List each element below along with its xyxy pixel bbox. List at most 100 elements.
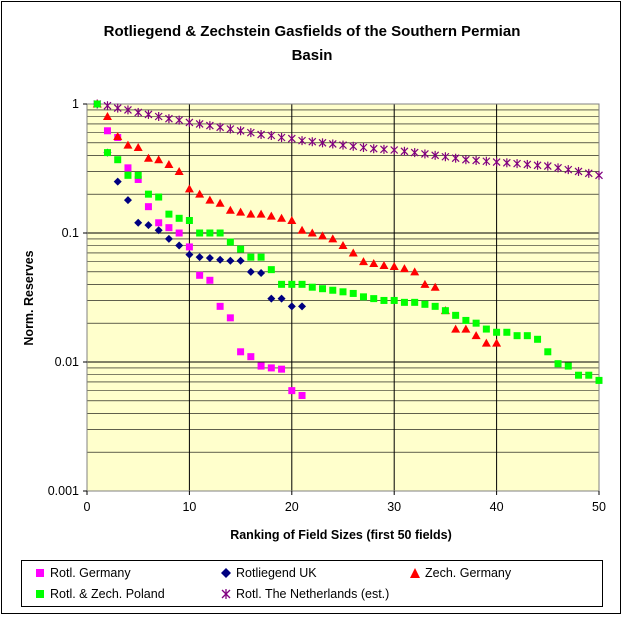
data-point-rotl-zech-poland — [175, 214, 183, 222]
data-point-rotliegend-uk — [236, 256, 245, 265]
data-point-zech-germany — [154, 155, 164, 164]
data-point-rotl-zech-poland — [308, 283, 316, 291]
data-point-rotliegend-uk — [134, 218, 143, 227]
data-point-rotl-germany — [226, 314, 234, 322]
data-point-rotl-zech-poland — [523, 332, 531, 340]
data-point-rotl-the-netherlands-est — [298, 136, 306, 146]
data-point-rotl-zech-poland — [124, 171, 132, 179]
data-point-rotl-zech-poland — [400, 298, 408, 306]
data-point-zech-germany — [236, 207, 246, 216]
data-point-rotl-the-netherlands-est — [472, 155, 481, 165]
data-point-rotl-zech-poland — [482, 325, 490, 333]
data-point-zech-germany — [174, 166, 184, 175]
legend-marker-star-purple — [221, 589, 231, 599]
legend-label: Rotliegend UK — [236, 566, 317, 580]
data-point-rotl-germany — [185, 243, 193, 251]
data-point-rotl-zech-poland — [257, 253, 265, 261]
chart-title-line-1: Rotliegend & Zechstein Gasfields of the … — [103, 23, 521, 40]
data-point-zech-germany — [113, 131, 123, 140]
data-point-rotl-zech-poland — [247, 253, 255, 261]
data-point-rotl-zech-poland — [267, 266, 275, 274]
data-point-rotl-germany — [196, 271, 204, 279]
data-point-rotliegend-uk — [216, 255, 225, 264]
data-point-rotl-the-netherlands-est — [410, 148, 419, 158]
data-point-zech-germany — [369, 259, 379, 268]
data-point-rotliegend-uk — [144, 221, 153, 230]
data-point-rotl-zech-poland — [554, 360, 562, 368]
data-point-rotl-zech-poland — [595, 376, 603, 384]
x-tick-label: 10 — [182, 500, 196, 514]
data-point-rotl-zech-poland — [298, 280, 306, 288]
data-point-rotl-germany — [124, 164, 132, 172]
data-point-zech-germany — [348, 248, 358, 257]
data-point-rotliegend-uk — [154, 226, 163, 235]
data-point-rotl-germany — [155, 219, 163, 227]
data-point-rotl-germany — [278, 365, 286, 373]
data-point-zech-germany — [287, 215, 297, 224]
data-point-rotl-the-netherlands-est — [205, 121, 214, 131]
data-point-rotl-the-netherlands-est — [420, 149, 429, 159]
data-point-rotl-the-netherlands-est — [287, 134, 296, 144]
data-point-rotl-the-netherlands-est — [390, 145, 399, 155]
data-point-rotliegend-uk — [277, 294, 286, 303]
data-point-rotl-the-netherlands-est — [277, 132, 286, 142]
data-point-zech-germany — [451, 324, 461, 333]
legend-marker-diamond-navy — [221, 568, 231, 578]
plot-border — [86, 103, 600, 492]
data-point-zech-germany — [307, 228, 317, 237]
legend-label: Rotl. & Zech. Poland — [50, 587, 165, 601]
y-tick-label: 0.001 — [48, 484, 79, 498]
data-point-rotliegend-uk — [164, 234, 173, 243]
data-point-zech-germany — [246, 209, 256, 218]
data-point-rotl-the-netherlands-est — [461, 155, 470, 165]
data-point-rotl-zech-poland — [462, 316, 470, 324]
data-point-rotliegend-uk — [205, 254, 214, 263]
data-point-rotl-germany — [165, 224, 173, 232]
legend-label: Rotl. Germany — [50, 566, 131, 580]
data-point-rotl-zech-poland — [370, 295, 378, 303]
data-point-rotl-zech-poland — [155, 193, 163, 201]
data-point-zech-germany — [358, 257, 368, 266]
data-point-zech-germany — [338, 241, 348, 250]
data-point-rotl-the-netherlands-est — [164, 114, 173, 124]
data-point-rotl-zech-poland — [206, 229, 214, 237]
data-point-zech-germany — [492, 338, 502, 347]
data-point-rotl-germany — [267, 364, 275, 372]
data-point-rotl-zech-poland — [359, 293, 367, 301]
data-point-rotliegend-uk — [113, 177, 122, 186]
x-axis-label: Ranking of Field Sizes (first 50 fields) — [230, 528, 452, 542]
data-point-rotl-the-netherlands-est — [369, 144, 378, 154]
legend-label: Rotl. The Netherlands (est.) — [236, 587, 390, 601]
data-point-rotl-zech-poland — [237, 245, 245, 253]
data-point-rotl-the-netherlands-est — [154, 112, 163, 122]
data-point-rotl-zech-poland — [534, 335, 542, 343]
x-tick-label: 50 — [592, 500, 606, 514]
data-point-rotl-the-netherlands-est — [400, 146, 409, 156]
data-point-rotl-the-netherlands-est — [584, 168, 593, 178]
data-point-rotl-the-netherlands-est — [574, 166, 583, 176]
data-point-rotliegend-uk — [298, 302, 307, 311]
data-point-rotl-zech-poland — [339, 288, 347, 296]
x-tick-label: 20 — [285, 500, 299, 514]
data-point-rotl-the-netherlands-est — [533, 160, 542, 170]
data-point-rotl-the-netherlands-est — [502, 158, 511, 168]
data-point-zech-germany — [379, 260, 389, 269]
data-point-rotl-zech-poland — [185, 216, 193, 224]
data-point-zech-germany — [410, 267, 420, 276]
data-point-rotl-zech-poland — [441, 307, 449, 315]
data-point-rotl-the-netherlands-est — [185, 117, 194, 127]
data-point-rotl-the-netherlands-est — [195, 119, 204, 129]
data-point-rotl-the-netherlands-est — [308, 137, 317, 147]
data-point-rotl-zech-poland — [380, 296, 388, 304]
data-point-rotl-germany — [103, 127, 111, 135]
data-point-rotl-the-netherlands-est — [267, 130, 276, 140]
data-point-rotl-zech-poland — [144, 190, 152, 198]
data-point-rotl-zech-poland — [564, 362, 572, 370]
legend: Rotl. Germany Rotliegend UK Zech. German… — [21, 560, 603, 607]
data-point-rotl-the-netherlands-est — [175, 115, 184, 125]
x-tick-label: 30 — [387, 500, 401, 514]
data-point-rotl-the-netherlands-est — [451, 153, 460, 163]
data-point-rotl-zech-poland — [329, 286, 337, 294]
legend-marker-triangle-red — [410, 568, 420, 578]
data-point-rotl-the-netherlands-est — [257, 130, 266, 140]
